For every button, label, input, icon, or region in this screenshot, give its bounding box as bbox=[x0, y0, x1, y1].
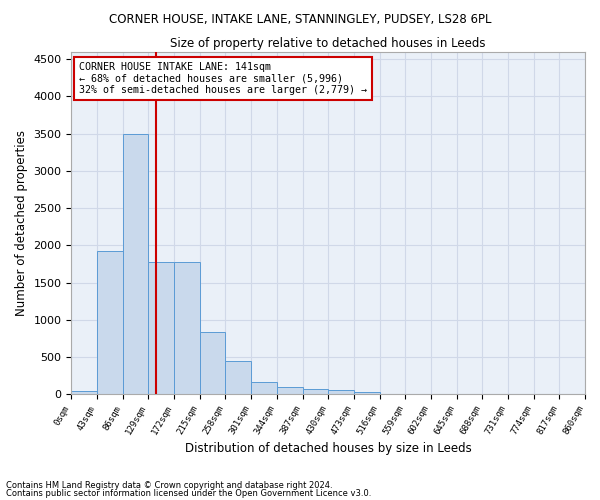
Bar bbox=[302, 390, 328, 394]
Y-axis label: Number of detached properties: Number of detached properties bbox=[15, 130, 28, 316]
Bar bbox=[71, 392, 97, 394]
Bar bbox=[200, 332, 226, 394]
Bar bbox=[148, 262, 174, 394]
Bar bbox=[328, 390, 354, 394]
Bar bbox=[277, 387, 302, 394]
Bar bbox=[251, 382, 277, 394]
X-axis label: Distribution of detached houses by size in Leeds: Distribution of detached houses by size … bbox=[185, 442, 472, 455]
Bar bbox=[174, 262, 200, 394]
Bar bbox=[354, 392, 380, 394]
Text: Contains public sector information licensed under the Open Government Licence v3: Contains public sector information licen… bbox=[6, 489, 371, 498]
Text: CORNER HOUSE, INTAKE LANE, STANNINGLEY, PUDSEY, LS28 6PL: CORNER HOUSE, INTAKE LANE, STANNINGLEY, … bbox=[109, 12, 491, 26]
Title: Size of property relative to detached houses in Leeds: Size of property relative to detached ho… bbox=[170, 38, 486, 51]
Bar bbox=[226, 361, 251, 394]
Text: CORNER HOUSE INTAKE LANE: 141sqm
← 68% of detached houses are smaller (5,996)
32: CORNER HOUSE INTAKE LANE: 141sqm ← 68% o… bbox=[79, 62, 367, 95]
Text: Contains HM Land Registry data © Crown copyright and database right 2024.: Contains HM Land Registry data © Crown c… bbox=[6, 480, 332, 490]
Bar bbox=[97, 252, 123, 394]
Bar bbox=[123, 134, 148, 394]
